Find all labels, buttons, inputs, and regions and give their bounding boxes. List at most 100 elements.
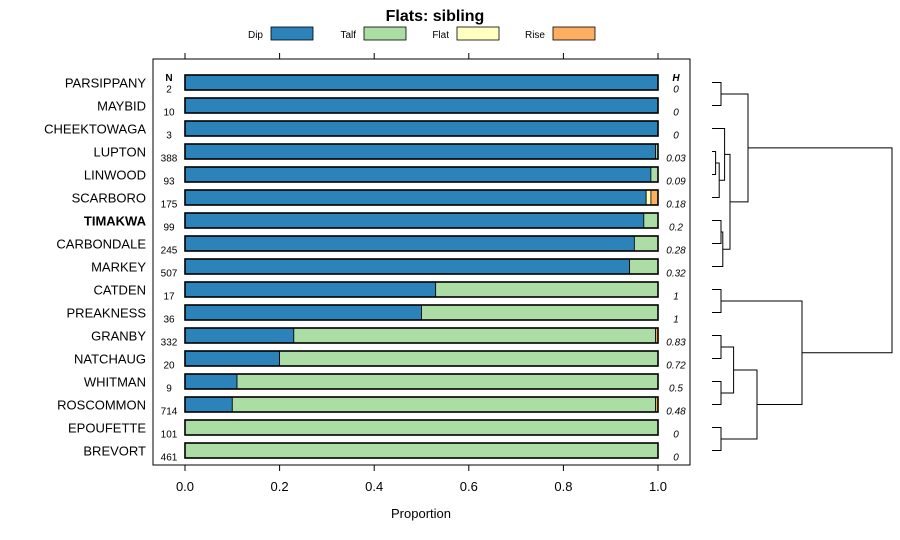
n-value-maybid: 10	[163, 108, 175, 119]
dendrogram-branch	[721, 346, 735, 394]
legend-label-talf: Talf	[340, 30, 356, 41]
bar-timakwa-talf	[643, 212, 659, 229]
bar-parsippany-dip	[184, 74, 659, 91]
bar-outline-carbondale	[184, 235, 659, 252]
bar-roscommon-dip	[184, 396, 233, 413]
n-value-natchaug: 20	[163, 361, 175, 372]
n-value-linwood: 93	[163, 177, 175, 188]
n-value-granby: 332	[161, 338, 178, 349]
bar-outline-epoufette	[184, 419, 659, 436]
dendrogram-branch	[748, 147, 893, 354]
h-value-maybid: 0	[673, 108, 679, 119]
row-label-natchaug: NATCHAUG	[74, 352, 146, 367]
row-label-carbondale: CARBONDALE	[56, 237, 146, 252]
bar-catden-talf	[435, 281, 659, 298]
bar-markey-talf	[629, 258, 659, 275]
h-value-cheektowaga: 0	[673, 131, 679, 142]
n-value-preakness: 36	[163, 315, 175, 326]
row-label-markey: MARKEY	[91, 260, 146, 275]
legend-swatch-rise	[552, 26, 596, 41]
n-value-parsippany: 2	[166, 85, 172, 96]
bar-granby-dip	[184, 327, 295, 344]
row-label-brevort: BREVORT	[83, 444, 146, 459]
x-tick-label-0.2: 0.2	[271, 479, 289, 494]
row-label-maybid: MAYBID	[97, 99, 146, 114]
row-label-cheektowaga: CHEEKTOWAGA	[44, 122, 146, 137]
h-value-timakwa: 0.2	[669, 223, 683, 234]
dendrogram-branch	[712, 289, 722, 313]
bar-scarboro-rise	[650, 189, 659, 206]
n-value-cheektowaga: 3	[166, 131, 172, 142]
bar-preakness-talf	[421, 304, 659, 321]
dendrogram-branch	[712, 220, 722, 244]
bar-timakwa-dip	[184, 212, 645, 229]
row-label-epoufette: EPOUFETTE	[68, 421, 146, 436]
bar-roscommon-talf	[231, 396, 657, 413]
h-value-preakness: 1	[673, 315, 679, 326]
x-tick-label-0.0: 0.0	[176, 479, 194, 494]
x-axis-label: Proportion	[391, 506, 451, 521]
n-value-lupton: 388	[161, 154, 178, 165]
row-label-linwood: LINWOOD	[84, 168, 146, 183]
bar-outline-roscommon	[184, 396, 659, 413]
bar-scarboro-dip	[184, 189, 647, 206]
h-value-granby: 0.83	[666, 338, 686, 349]
x-tick-label-1.0: 1.0	[649, 479, 667, 494]
dendrogram-branch	[712, 381, 722, 405]
bar-linwood-dip	[184, 166, 652, 183]
legend-label-flat: Flat	[432, 30, 449, 41]
bar-markey-dip	[184, 258, 631, 275]
bar-brevort-talf	[184, 442, 659, 459]
h-value-natchaug: 0.72	[666, 361, 686, 372]
h-column-header: H	[672, 73, 680, 84]
legend-swatch-talf	[363, 26, 407, 41]
h-value-whitman: 0.5	[669, 384, 683, 395]
bar-outline-natchaug	[184, 350, 659, 367]
dendrogram-branch	[712, 128, 726, 181]
plot-frame	[152, 58, 691, 466]
h-value-roscommon: 0.48	[666, 407, 686, 418]
h-value-linwood: 0.09	[666, 177, 686, 188]
h-value-lupton: 0.03	[666, 154, 686, 165]
n-value-whitman: 9	[166, 384, 172, 395]
h-value-carbondale: 0.28	[666, 246, 686, 257]
row-label-scarboro: SCARBORO	[72, 191, 146, 206]
bar-cheektowaga-dip	[184, 120, 659, 137]
dendrogram	[712, 82, 893, 451]
bar-outline-scarboro	[184, 189, 659, 206]
bar-outline-parsippany	[184, 74, 659, 91]
bar-natchaug-talf	[279, 350, 659, 367]
h-value-epoufette: 0	[673, 430, 679, 441]
bar-epoufette-talf	[184, 419, 659, 436]
n-value-catden: 17	[163, 292, 175, 303]
x-tick-label-0.8: 0.8	[554, 479, 572, 494]
bar-preakness-dip	[184, 304, 422, 321]
bar-carbondale-talf	[633, 235, 659, 252]
dendrogram-branch	[722, 153, 731, 250]
h-value-parsippany: 0	[673, 85, 679, 96]
legend-swatch-flat	[456, 26, 500, 41]
h-value-catden: 1	[673, 292, 679, 303]
bar-outline-whitman	[184, 373, 659, 390]
row-label-granby: GRANBY	[91, 329, 146, 344]
x-tick-label-0.6: 0.6	[460, 479, 478, 494]
bar-catden-dip	[184, 281, 437, 298]
n-value-scarboro: 175	[161, 200, 178, 211]
bar-scarboro-flat	[645, 189, 652, 206]
bar-outline-lupton	[184, 143, 659, 160]
legend: Dip Talf Flat Rise	[248, 26, 596, 41]
bar-outline-markey	[184, 258, 659, 275]
row-label-lupton: LUPTON	[94, 145, 147, 160]
row-label-parsippany: PARSIPPANY	[65, 76, 146, 91]
bar-outline-brevort	[184, 442, 659, 459]
dendrogram-branch	[712, 427, 722, 451]
row-label-timakwa: TIMAKWA	[84, 214, 147, 229]
row-label-whitman: WHITMAN	[84, 375, 146, 390]
bar-outline-linwood	[184, 166, 659, 183]
bar-outline-catden	[184, 281, 659, 298]
bar-outline-maybid	[184, 97, 659, 114]
bar-natchaug-dip	[184, 350, 280, 367]
legend-swatch-dip	[270, 26, 314, 41]
bar-outline-granby	[184, 327, 659, 344]
